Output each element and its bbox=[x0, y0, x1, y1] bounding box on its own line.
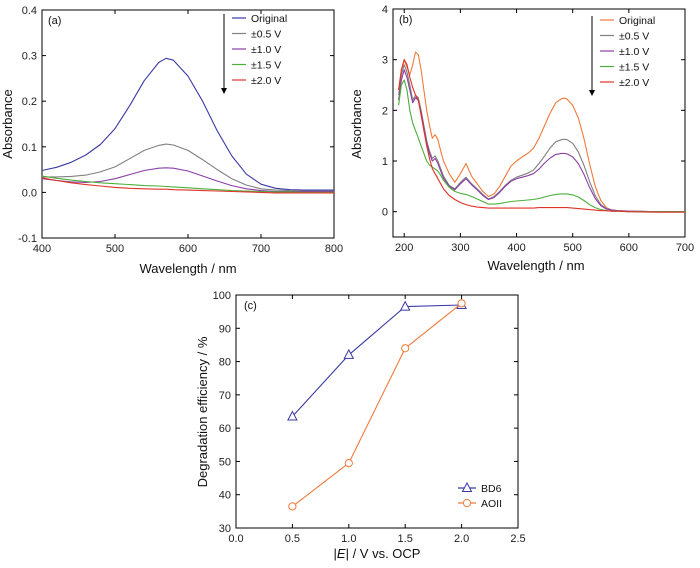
y-tick-label-a: 0.4 bbox=[22, 5, 37, 17]
data-point-circle bbox=[457, 299, 466, 308]
x-tick-label-a: 600 bbox=[179, 243, 197, 255]
ticks-b: 200 300 400 500 600 700 0 1 2 3 4 bbox=[382, 4, 694, 254]
x-axis-label-c-prefix: | bbox=[334, 546, 337, 561]
y-tick-label-a: 0.1 bbox=[22, 142, 37, 154]
y-tick-label-c: 80 bbox=[219, 357, 231, 369]
y-tick-label-a: 0.2 bbox=[22, 96, 37, 108]
data-point-circle bbox=[288, 502, 297, 511]
data-point-triangle bbox=[287, 410, 298, 421]
x-tick-label-c: 2.0 bbox=[454, 533, 469, 545]
legend-label: ±1.0 V bbox=[251, 44, 281, 56]
x-tick-label-b: 400 bbox=[507, 242, 525, 254]
panel-label-a: (a) bbox=[48, 15, 61, 27]
legend-a: Original ±0.5 V ±1.0 V ±1.5 V ±2.0 V bbox=[221, 13, 287, 94]
x-tick-label-b: 600 bbox=[620, 242, 638, 254]
x-tick-label-c: 0.0 bbox=[228, 533, 243, 545]
y-tick-label-b: 2 bbox=[382, 105, 388, 117]
x-axis-label-a: Wavelength / nm bbox=[139, 261, 236, 276]
panel-label-b: (b) bbox=[399, 14, 412, 26]
y-tick-label-c: 100 bbox=[213, 290, 231, 302]
legend-label: ±0.5 V bbox=[251, 29, 281, 41]
legend-label: ±1.0 V bbox=[619, 46, 649, 58]
data-point-circle bbox=[401, 344, 410, 353]
ticks-c: 0.0 0.5 1.0 1.5 2.0 2.5 30 40 50 60 70 80 90 100 bbox=[213, 290, 526, 545]
legend-marker-circle bbox=[462, 498, 472, 508]
legend-arrow-icon bbox=[589, 90, 595, 96]
series-line-b-2 bbox=[398, 69, 685, 213]
x-axis-label-b: Wavelength / nm bbox=[487, 258, 584, 273]
legend-label: ±2.0 V bbox=[619, 77, 649, 89]
ticks-a: 400 500 600 700 800 -0.1 0.0 0.1 0.2 0.3 0.4 bbox=[18, 5, 343, 255]
plot-frame-a bbox=[41, 9, 335, 239]
y-tick-label-c: 50 bbox=[219, 456, 231, 468]
x-tick-label-b: 200 bbox=[395, 242, 413, 254]
x-tick-label-a: 700 bbox=[252, 243, 270, 255]
legend-label: ±0.5 V bbox=[619, 31, 649, 43]
y-tick-label-b: 4 bbox=[382, 4, 388, 16]
legend-label: Original bbox=[619, 15, 655, 27]
x-tick-label-c: 1.5 bbox=[398, 533, 413, 545]
data-point-circle bbox=[344, 458, 353, 468]
legend-arrow-icon bbox=[221, 88, 227, 94]
legend-label: ±1.5 V bbox=[251, 60, 281, 72]
series-line-a-3 bbox=[41, 175, 334, 193]
series-line-b-4 bbox=[398, 59, 685, 213]
legend-label: BD6 bbox=[481, 483, 502, 495]
legend-label: AOII bbox=[481, 498, 502, 510]
x-tick-label-c: 2.5 bbox=[510, 533, 525, 545]
x-tick-label-c: 1.0 bbox=[341, 533, 356, 545]
x-tick-label-b: 700 bbox=[676, 242, 694, 254]
series-line-c-1 bbox=[292, 302, 462, 507]
y-tick-label-a: 0.0 bbox=[22, 187, 37, 199]
plot-frame-b bbox=[392, 8, 686, 238]
series-line-a-4 bbox=[41, 177, 334, 194]
y-tick-label-c: 40 bbox=[219, 490, 231, 502]
x-tick-label-b: 500 bbox=[564, 242, 582, 254]
y-tick-label-c: 90 bbox=[219, 323, 231, 335]
series-line-b-0 bbox=[398, 51, 685, 213]
chart-panel-a: (a) Wavelength / nm Absorbance 400 500 600… bbox=[0, 5, 343, 276]
legend-c: BD6 AOII bbox=[458, 481, 502, 510]
y-tick-label-a: 0.3 bbox=[22, 51, 37, 63]
x-tick-label-a: 500 bbox=[106, 243, 124, 255]
series-group-a bbox=[41, 57, 334, 194]
legend-label: Original bbox=[251, 13, 287, 25]
y-tick-label-c: 30 bbox=[219, 523, 231, 535]
x-tick-label-a: 400 bbox=[33, 243, 51, 255]
data-point-triangle bbox=[399, 300, 411, 311]
y-tick-label-c: 60 bbox=[219, 423, 231, 435]
y-tick-label-c: 70 bbox=[219, 390, 231, 402]
data-point-triangle bbox=[343, 348, 355, 359]
series-line-a-0 bbox=[41, 57, 334, 191]
x-tick-label-c: 0.5 bbox=[285, 533, 300, 545]
series-line-b-3 bbox=[398, 79, 685, 213]
panel-label-c: (c) bbox=[244, 300, 257, 312]
legend-label: ±2.0 V bbox=[251, 75, 281, 87]
y-tick-label-a: -0.1 bbox=[18, 233, 37, 245]
y-axis-label-c: Degradation efficiency / % bbox=[195, 336, 210, 487]
series-line-c-0 bbox=[291, 304, 462, 417]
x-axis-label-c-var: E bbox=[337, 546, 346, 561]
y-tick-label-b: 1 bbox=[382, 156, 388, 168]
series-line-a-1 bbox=[42, 143, 334, 192]
y-tick-label-b: 3 bbox=[382, 55, 388, 67]
x-tick-label-a: 800 bbox=[325, 243, 343, 255]
y-tick-label-b: 0 bbox=[382, 207, 388, 219]
legend-marker-triangle bbox=[461, 481, 473, 492]
legend-label: ±1.5 V bbox=[619, 62, 649, 74]
x-tick-label-b: 300 bbox=[451, 242, 469, 254]
y-axis-label-a: Absorbance bbox=[0, 89, 15, 158]
y-axis-label-b: Absorbance bbox=[349, 89, 364, 158]
chart-panel-c: (c) |E| / V vs. OCP Degradation efficien… bbox=[195, 290, 526, 561]
legend-b: Original ±0.5 V ±1.0 V ±1.5 V ±2.0 V bbox=[589, 15, 655, 96]
chart-panel-b: (b) Wavelength / nm Absorbance 200 300 400… bbox=[349, 4, 694, 273]
series-group-b bbox=[398, 51, 685, 213]
series-group-c bbox=[287, 298, 467, 511]
x-axis-label-c-suffix: | / V vs. OCP bbox=[346, 546, 421, 561]
x-axis-label-c: |E| / V vs. OCP bbox=[334, 546, 421, 561]
plot-frame-c bbox=[235, 294, 519, 529]
